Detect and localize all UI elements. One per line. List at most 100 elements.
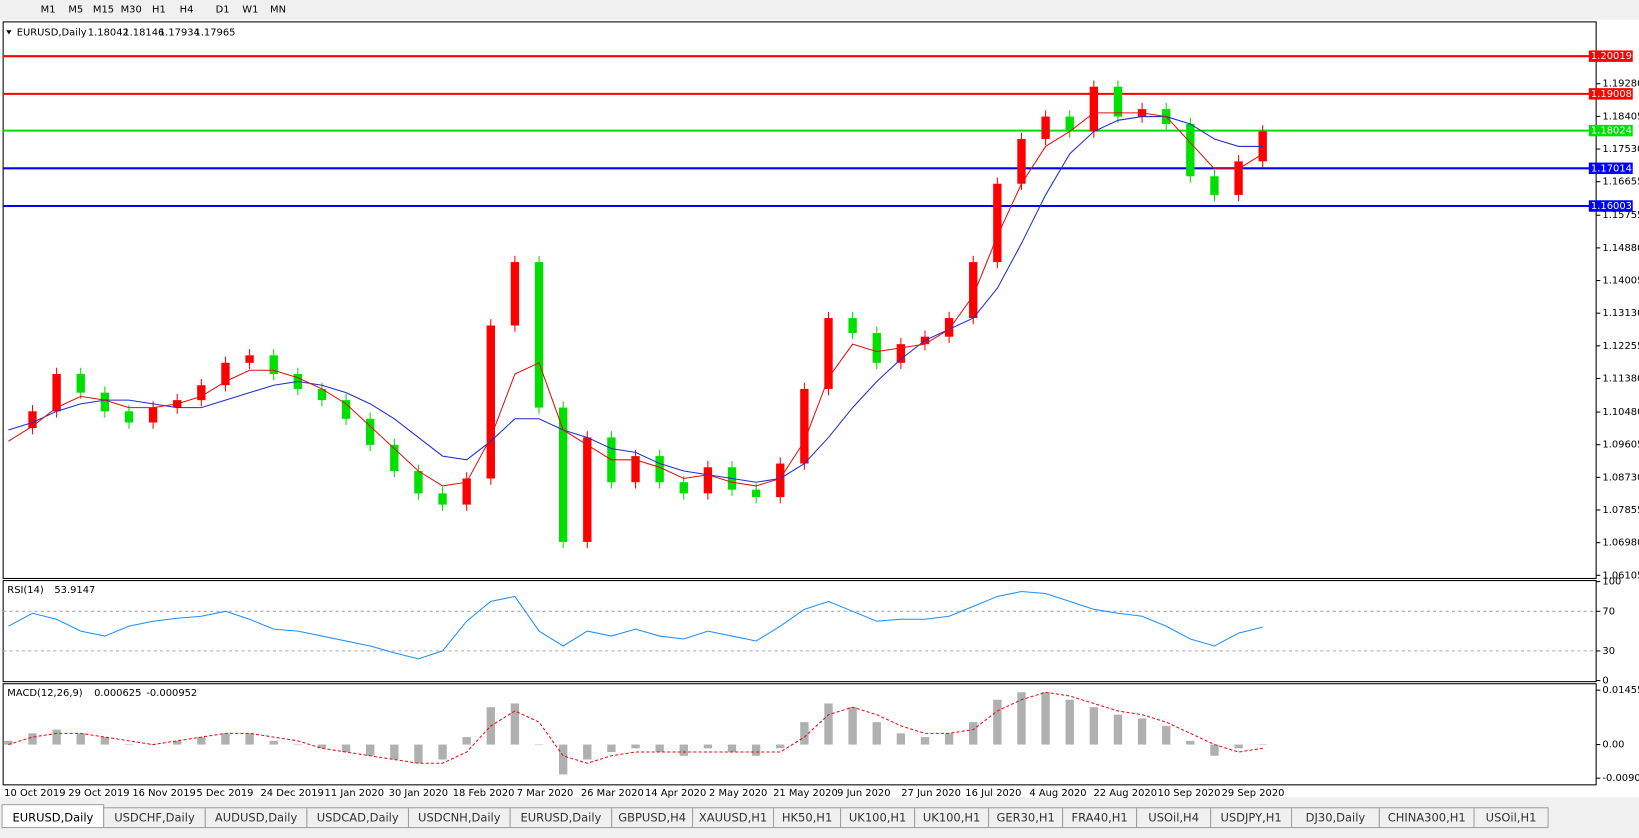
y-tick-label: -0.009001 [1602,773,1639,784]
x-tick-label: 22 Aug 2020 [1093,788,1157,799]
macd-bar [100,737,110,745]
level-label: 1.17014 [1591,163,1632,174]
candle-body [583,437,592,542]
x-tick-label: 16 Nov 2019 [132,788,196,799]
candle-body [366,418,375,445]
candle-body [438,493,447,505]
symbol-tab-label[interactable]: UK100,H1 [849,811,906,825]
symbol-tab-label[interactable]: GBPUSD,H4 [618,811,686,825]
ohlc-value: 1.17965 [194,27,235,38]
macd-bar [414,744,423,764]
x-tick-label: 4 Aug 2020 [1029,788,1086,799]
macd-bar [751,744,761,756]
macd-bar [1089,707,1099,745]
timeframe-button[interactable]: MN [270,4,286,15]
timeframe-button[interactable]: M1 [41,4,56,15]
level-label-box [1588,88,1633,100]
symbol-tab-label[interactable]: USDCHF,Daily [114,811,195,825]
symbol-tab-label[interactable]: XAUUSD,H1 [699,811,767,825]
timeframe-button[interactable]: D1 [216,4,230,15]
macd-bar [679,744,688,756]
macd-bar [245,733,254,745]
macd-bar [1234,744,1243,749]
y-tick-label: 1.06980 [1602,538,1639,549]
candle-body [317,388,327,401]
timeframe-button[interactable]: M30 [121,4,142,15]
candle-body [52,374,61,412]
symbol-tab-label[interactable]: USDJPY,H1 [1220,811,1281,825]
macd-bar [993,699,1002,745]
x-tick-label: 18 Feb 2020 [453,788,515,799]
x-tick-label: 11 Jan 2020 [325,788,384,799]
candle-body [76,374,85,393]
macd-bar [703,744,713,749]
y-tick-label: 1.09605 [1602,440,1639,451]
candle-body [341,400,351,419]
symbol-tab-label[interactable]: HK50,H1 [782,811,832,825]
macd-bar [293,744,303,746]
symbol-tab-label[interactable]: USDCNH,Daily [418,811,501,825]
timeframe-button[interactable]: W1 [242,4,258,15]
indicator-name: RSI(14) [7,585,44,596]
moving-average [8,116,1263,483]
indicator-value: 0.000625 [94,688,141,699]
macd-bar [534,744,544,746]
macd-bar [558,744,568,775]
symbol-tab-label[interactable]: FRA40,H1 [1072,811,1128,825]
macd-bar [872,722,881,745]
x-tick-label: 26 Mar 2020 [581,788,644,799]
symbol-tab-label[interactable]: EURUSD,Daily [12,811,93,825]
macd-panel [2,683,1597,786]
x-tick-label: 30 Jan 2020 [389,788,448,799]
symbol-tab-label[interactable]: DJ30,Daily [1306,811,1366,825]
macd-bar [438,744,447,760]
macd-bar [848,707,857,745]
candle-body [751,489,761,498]
timeframe-button[interactable]: H1 [152,4,166,15]
macd-bar [607,744,616,753]
symbol-tab-label[interactable]: USOil,H4 [1148,811,1199,825]
level-label-box [1588,200,1633,212]
y-tick-label: 1.12255 [1602,341,1639,352]
timeframe-button[interactable]: H4 [180,4,194,15]
x-tick-label: 27 Jun 2020 [901,788,961,799]
macd-bar [969,722,978,745]
symbol-tab-label[interactable]: EURUSD,Daily [520,811,601,825]
candle-body [197,385,206,401]
macd-bar [1162,725,1171,745]
symbol-tab-label[interactable]: UK100,H1 [923,811,980,825]
timeframe-button[interactable]: M15 [93,4,114,15]
y-tick-label: 1.17530 [1602,144,1639,155]
x-tick-label: 10 Oct 2019 [4,788,65,799]
y-tick-label: 1.10480 [1602,407,1639,418]
symbol-tab[interactable] [1473,807,1549,829]
candle-body [1089,86,1099,132]
candle-body [462,478,471,505]
signal-line [8,691,1263,764]
y-tick-label: 1.13130 [1602,308,1639,319]
y-tick-label: 1.14880 [1602,243,1639,254]
symbol-tab-label[interactable]: GER30,H1 [996,811,1054,825]
symbol-tab-label[interactable]: USOil,H1 [1486,811,1537,825]
macd-bar [197,737,206,745]
timeframe-button[interactable]: M5 [68,4,83,15]
symbol-tab-label[interactable]: AUDUSD,Daily [215,811,298,825]
macd-bar [896,733,906,745]
chart-symbol: EURUSD,Daily [17,27,87,38]
y-tick-label: 1.11380 [1602,373,1639,384]
macd-bar [317,744,327,749]
macd-bar [4,740,13,745]
macd-bar [944,733,954,745]
level-label: 1.19008 [1591,89,1632,100]
y-tick-label: 1.19280 [1602,79,1639,90]
macd-bar [800,722,809,745]
candle-body [148,407,158,423]
macd-bar [366,744,375,756]
candle-body [1210,176,1219,195]
candle-body [221,362,230,386]
macd-bar [1113,714,1123,745]
y-tick-label: 1.06105 [1602,570,1639,581]
symbol-tab-label[interactable]: USDCAD,Daily [317,811,399,825]
symbol-tab-label[interactable]: CHINA300,H1 [1388,811,1466,825]
candle-body [800,388,809,464]
